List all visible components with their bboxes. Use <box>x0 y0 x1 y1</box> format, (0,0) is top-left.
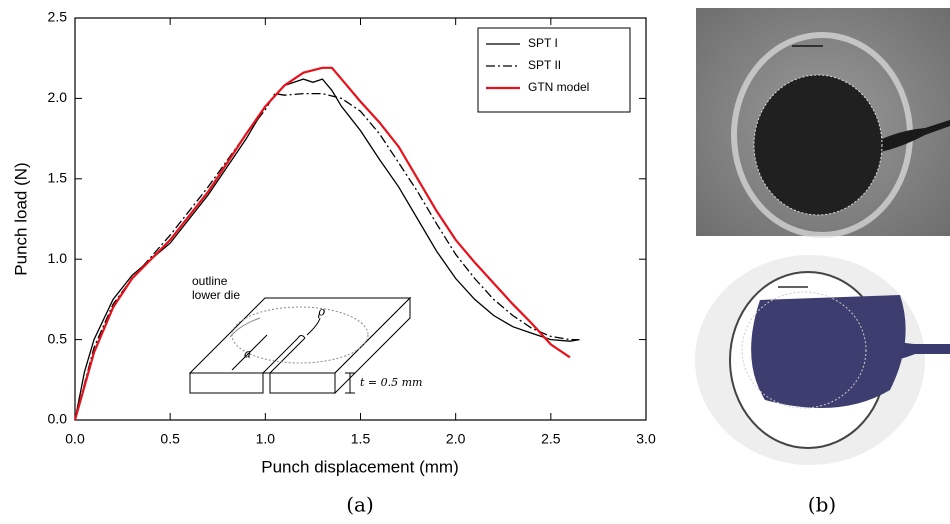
y-tick-label: 1.0 <box>48 250 68 266</box>
x-tick-label: 1.5 <box>351 431 371 447</box>
y-tick-label: 2.0 <box>48 89 68 105</box>
x-axis-label: Punch displacement (mm) <box>261 457 458 476</box>
annotation: ρ <box>317 305 325 319</box>
x-tick-label: 0.5 <box>160 431 180 447</box>
legend-box <box>477 27 631 113</box>
y-tick-label: 0.0 <box>48 411 68 427</box>
x-tick-label: 0.0 <box>65 431 85 447</box>
annotation: a <box>244 347 251 361</box>
data-line <box>73 66 571 421</box>
y-tick-label: 2.5 <box>48 9 68 25</box>
y-axis-label: Punch load (N) <box>11 162 30 275</box>
annotation: outline <box>192 274 228 288</box>
x-tick-label: 3.0 <box>636 431 656 447</box>
x-tick-label: 2.5 <box>541 431 561 447</box>
y-tick-label: 1.5 <box>48 170 68 186</box>
caption-b: (b) <box>808 493 836 517</box>
annotation: lower die <box>192 288 240 302</box>
y-tick-label: 0.5 <box>48 330 68 346</box>
sem-image <box>696 8 950 238</box>
legend-label: GTN model <box>528 80 589 94</box>
annotation: t = 0.5 mm <box>360 376 422 389</box>
x-tick-label: 2.0 <box>446 431 466 447</box>
caption-a: (a) <box>346 493 374 517</box>
simulation-image <box>695 255 950 465</box>
legend-label: SPT I <box>528 36 558 50</box>
legend-label: SPT II <box>528 58 561 72</box>
data-line <box>74 92 580 421</box>
inset-schematic <box>188 296 412 395</box>
x-tick-label: 1.0 <box>256 431 276 447</box>
